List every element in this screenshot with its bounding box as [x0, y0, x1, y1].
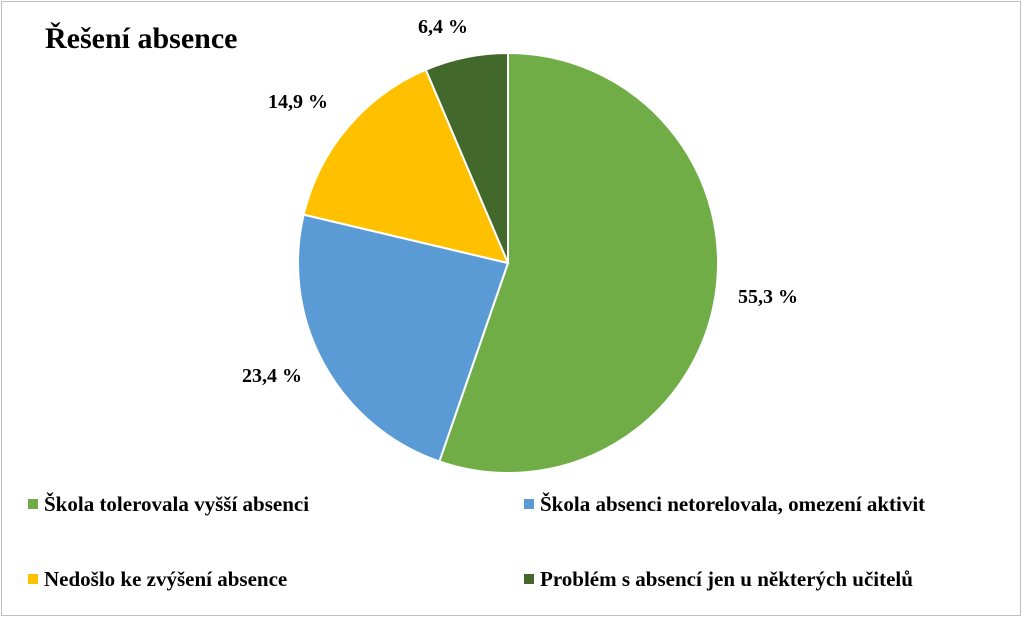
legend-label-1: Škola absenci netorelovala, omezení akti…	[540, 491, 926, 516]
pie-slice-1	[297, 213, 510, 463]
legend-item-1: Škola absenci netorelovala, omezení akti…	[524, 491, 925, 517]
chart-title: Řešení absence	[45, 22, 238, 55]
legend-swatch-1	[524, 499, 534, 509]
data-label-3: 6,4 %	[418, 16, 468, 38]
pie-data-labels: 55,3 % 23,4 % 14,9 % 6,4 %	[242, 16, 798, 387]
pie-slice-2	[302, 68, 510, 265]
pie-slices	[297, 51, 719, 474]
pie-slice-3	[424, 51, 509, 264]
legend-swatch-3	[524, 574, 534, 584]
legend-label-0: Škola tolerovala vyšší absenci	[44, 491, 310, 516]
legend-label-3: Problém s absencí jen u některých učitel…	[540, 566, 913, 591]
legend-item-2: Nedošlo ke zvýšení absence	[28, 566, 287, 592]
legend-label-2: Nedošlo ke zvýšení absence	[44, 566, 288, 591]
legend-swatch-2	[28, 574, 38, 584]
data-label-1: 23,4 %	[242, 365, 302, 387]
legend-item-3: Problém s absencí jen u některých učitel…	[524, 566, 913, 592]
legend-item-0: Škola tolerovala vyšší absenci	[28, 491, 309, 517]
legend-swatch-0	[28, 499, 38, 509]
data-label-2: 14,9 %	[268, 91, 328, 113]
data-label-0: 55,3 %	[738, 286, 798, 308]
